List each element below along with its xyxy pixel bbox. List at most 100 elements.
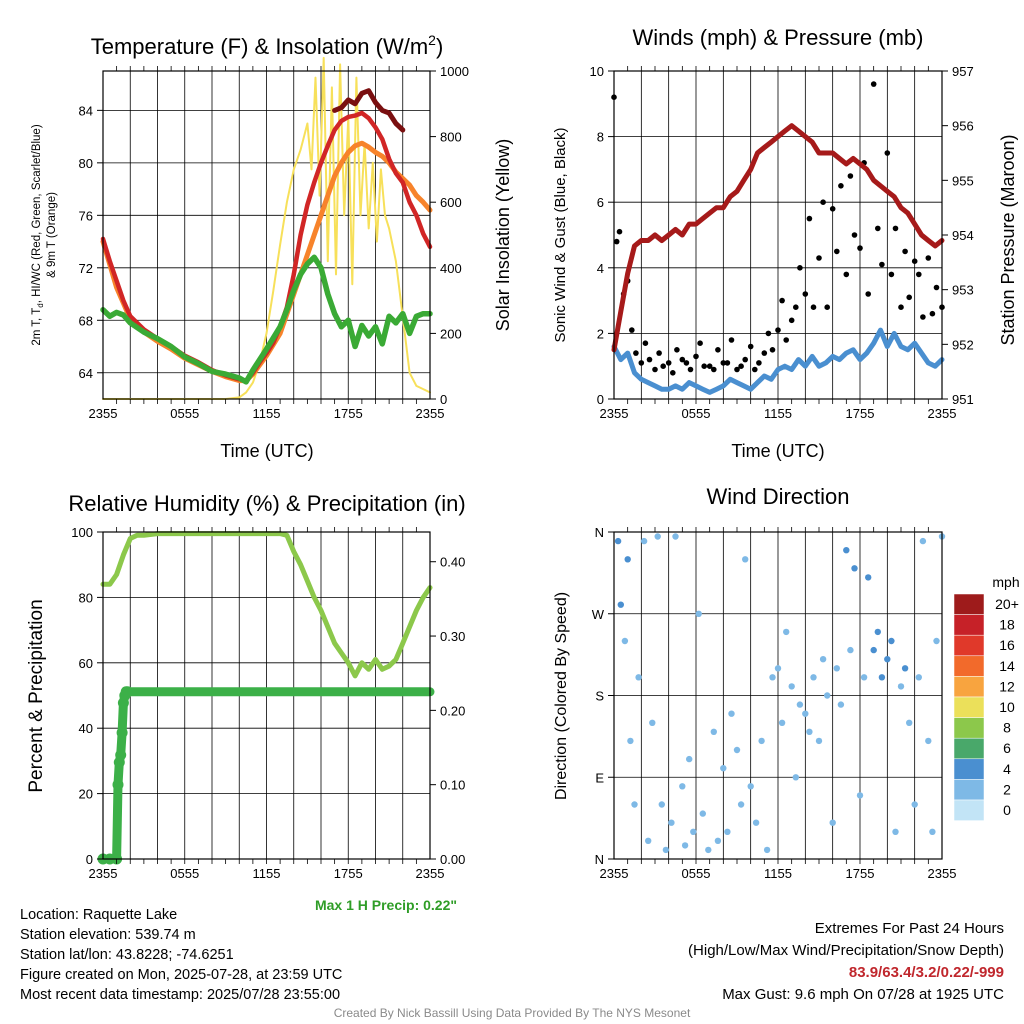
direction-point — [645, 837, 652, 844]
temp-tick-label: 84 — [79, 103, 93, 118]
direction-point — [860, 674, 868, 681]
legend-swatch — [953, 737, 985, 760]
x-tick-label: 2355 — [89, 406, 118, 421]
direction-point — [892, 828, 899, 835]
legend-swatch — [953, 593, 985, 615]
legend-label: 14 — [999, 658, 1015, 674]
gust-point — [633, 350, 639, 356]
direction-point — [915, 674, 922, 681]
humidity-axes: 2355 0555 1155 1755 23550204060801000.000.10… — [71, 525, 465, 881]
temp-tick-label: 76 — [79, 208, 93, 223]
max-precip-label: Max 1 H Precip: 0.22" — [315, 897, 457, 913]
direction-point — [686, 755, 693, 763]
direction-point — [728, 710, 735, 717]
direction-point — [874, 628, 881, 636]
legend-swatch — [953, 758, 985, 780]
temp-tick-label: 80 — [79, 156, 93, 171]
direction-point — [614, 537, 622, 545]
direction-tick-label: E — [595, 770, 604, 785]
gust-point — [775, 327, 781, 333]
wind-axes: 2355 0555 1155 1755 235502468109519529539549… — [590, 64, 974, 421]
x-tick-label: 0555 — [170, 866, 199, 881]
direction-point — [624, 556, 631, 563]
gust-point — [697, 340, 703, 347]
gust-point — [693, 353, 699, 360]
direction-tick-label: N — [595, 525, 604, 540]
gust-point — [916, 271, 922, 278]
humidity-panel: Relative Humidity (%) & Precipitation (i… — [26, 491, 466, 913]
legend-swatch — [953, 717, 985, 739]
legend-swatch — [953, 676, 985, 698]
precip-point — [116, 727, 128, 739]
gust-point — [838, 183, 844, 189]
humidity-series — [97, 531, 435, 865]
temp-tick-label: 72 — [79, 261, 93, 276]
direction-point — [851, 565, 858, 572]
gust-point — [779, 297, 785, 304]
gust-point — [706, 363, 713, 370]
direction-point — [788, 683, 795, 690]
direction-point — [747, 783, 754, 790]
direction-point — [640, 537, 648, 545]
gust-point — [715, 347, 721, 353]
direction-point — [810, 674, 817, 681]
gust-point — [788, 317, 795, 324]
station-location: Location: Raquette Lake — [20, 907, 178, 923]
gust-point — [810, 304, 817, 311]
gust-point — [616, 228, 623, 235]
legend-label: 6 — [1003, 740, 1011, 756]
direction-point — [742, 556, 749, 563]
direction-point — [870, 646, 877, 654]
direction-point — [878, 674, 886, 681]
gust-point — [747, 343, 754, 350]
rh-tick-label: 60 — [79, 656, 93, 671]
station-info: Location: Raquette Lake Station elevatio… — [20, 905, 342, 1005]
x-tick-label: 1755 — [334, 406, 363, 421]
x-tick-label: 2355 — [416, 406, 445, 421]
x-tick-label: 1155 — [764, 406, 792, 421]
gust-point — [802, 291, 809, 297]
legend-swatch — [953, 634, 985, 657]
direction-point — [837, 701, 845, 708]
precip-point — [115, 749, 127, 761]
gust-point — [843, 271, 850, 278]
gust-point — [879, 261, 885, 268]
temp-tick-label: 68 — [79, 313, 93, 328]
direction-point — [681, 842, 689, 849]
precip-point — [122, 686, 133, 698]
wind-series — [611, 81, 945, 395]
temperature-axes: 2355 0555 1155 1755 2355 64 68 72 76 80 84 0 200 400 6… — [79, 64, 469, 421]
gust-point — [865, 291, 871, 297]
gust-point — [683, 360, 690, 366]
wind-xlabel: Time (UTC) — [731, 441, 824, 461]
gust-point — [829, 206, 836, 212]
rh-tick-label: 0 — [86, 852, 93, 867]
gust-point — [728, 337, 735, 343]
temp-tick-label: 64 — [79, 366, 93, 381]
direction-point — [901, 665, 909, 672]
humidity-ylabel: Percent & Precipitation — [26, 599, 47, 792]
gust-point — [687, 366, 694, 373]
direction-point — [737, 801, 745, 808]
wind-tick-label: 0 — [597, 392, 604, 407]
direction-point — [635, 674, 642, 681]
pressure-tick-label: 955 — [952, 173, 974, 188]
direction-point — [911, 801, 918, 808]
solar-tick-label: 800 — [440, 130, 462, 145]
direction-point — [763, 846, 771, 854]
direction-point — [865, 574, 872, 581]
gust-point — [652, 366, 658, 373]
gust-point — [857, 245, 863, 251]
gust-point — [820, 199, 826, 205]
pressure-tick-label: 957 — [952, 64, 974, 79]
legend-label: 0 — [1003, 802, 1011, 818]
direction-tick-label: W — [592, 607, 605, 622]
gust-point — [793, 304, 799, 311]
direction-point — [906, 719, 913, 726]
pressure-tick-label: 954 — [952, 228, 974, 243]
direction-point — [699, 810, 706, 817]
wind-ylabel: Sonic Wind & Gust (Blue, Black) — [552, 127, 569, 342]
x-tick-label: 2355 — [928, 406, 957, 421]
direction-series — [614, 533, 946, 854]
direction-panel: Wind Direction 2355 0555 1155 1755 2355NESWN… — [553, 484, 1020, 881]
